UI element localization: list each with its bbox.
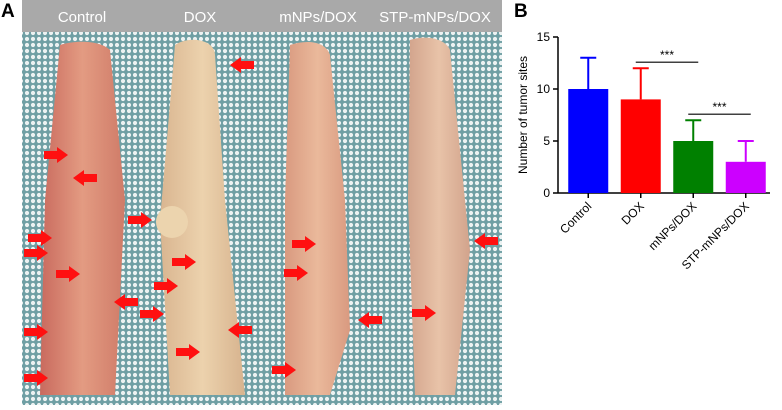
photo: Control DOX mNPs/DOX STP-mNPs/DOX xyxy=(22,0,502,405)
error-bar xyxy=(580,56,597,89)
tissue xyxy=(408,37,470,395)
column-label: mNPs/DOX xyxy=(279,9,357,26)
column-label: DOX xyxy=(184,9,217,26)
bar xyxy=(725,161,766,193)
bar-chart: 0 5 10 15 Number of tumor sites Control DOXmNP… xyxy=(516,30,770,272)
error-bar xyxy=(632,67,649,100)
bar xyxy=(620,99,661,193)
panel-label: A xyxy=(1,1,15,22)
significance-label: *** xyxy=(712,100,726,114)
y-tick-label: 0 xyxy=(543,186,550,200)
column-label: STP-mNPs/DOX xyxy=(379,9,491,26)
tissue xyxy=(160,39,245,395)
significance-label: *** xyxy=(660,48,674,62)
panel-label: B xyxy=(514,1,528,22)
bar xyxy=(568,89,609,193)
y-tick-label: 10 xyxy=(537,82,551,96)
error-bar xyxy=(737,140,754,162)
y-axis-label: Number of tumor sites xyxy=(516,56,530,174)
x-tick-label: DOX xyxy=(619,199,647,227)
x-tick-label: Control xyxy=(557,199,594,236)
header-bar xyxy=(22,0,502,32)
y-tick-label: 5 xyxy=(543,134,550,148)
x-tick-label: mNPs/DOX xyxy=(646,199,700,253)
column-label: Control xyxy=(58,9,106,26)
tissue xyxy=(285,42,350,396)
tissue xyxy=(40,41,125,395)
error-bar xyxy=(685,119,702,141)
bar xyxy=(673,141,714,193)
y-tick-label: 15 xyxy=(537,30,551,44)
